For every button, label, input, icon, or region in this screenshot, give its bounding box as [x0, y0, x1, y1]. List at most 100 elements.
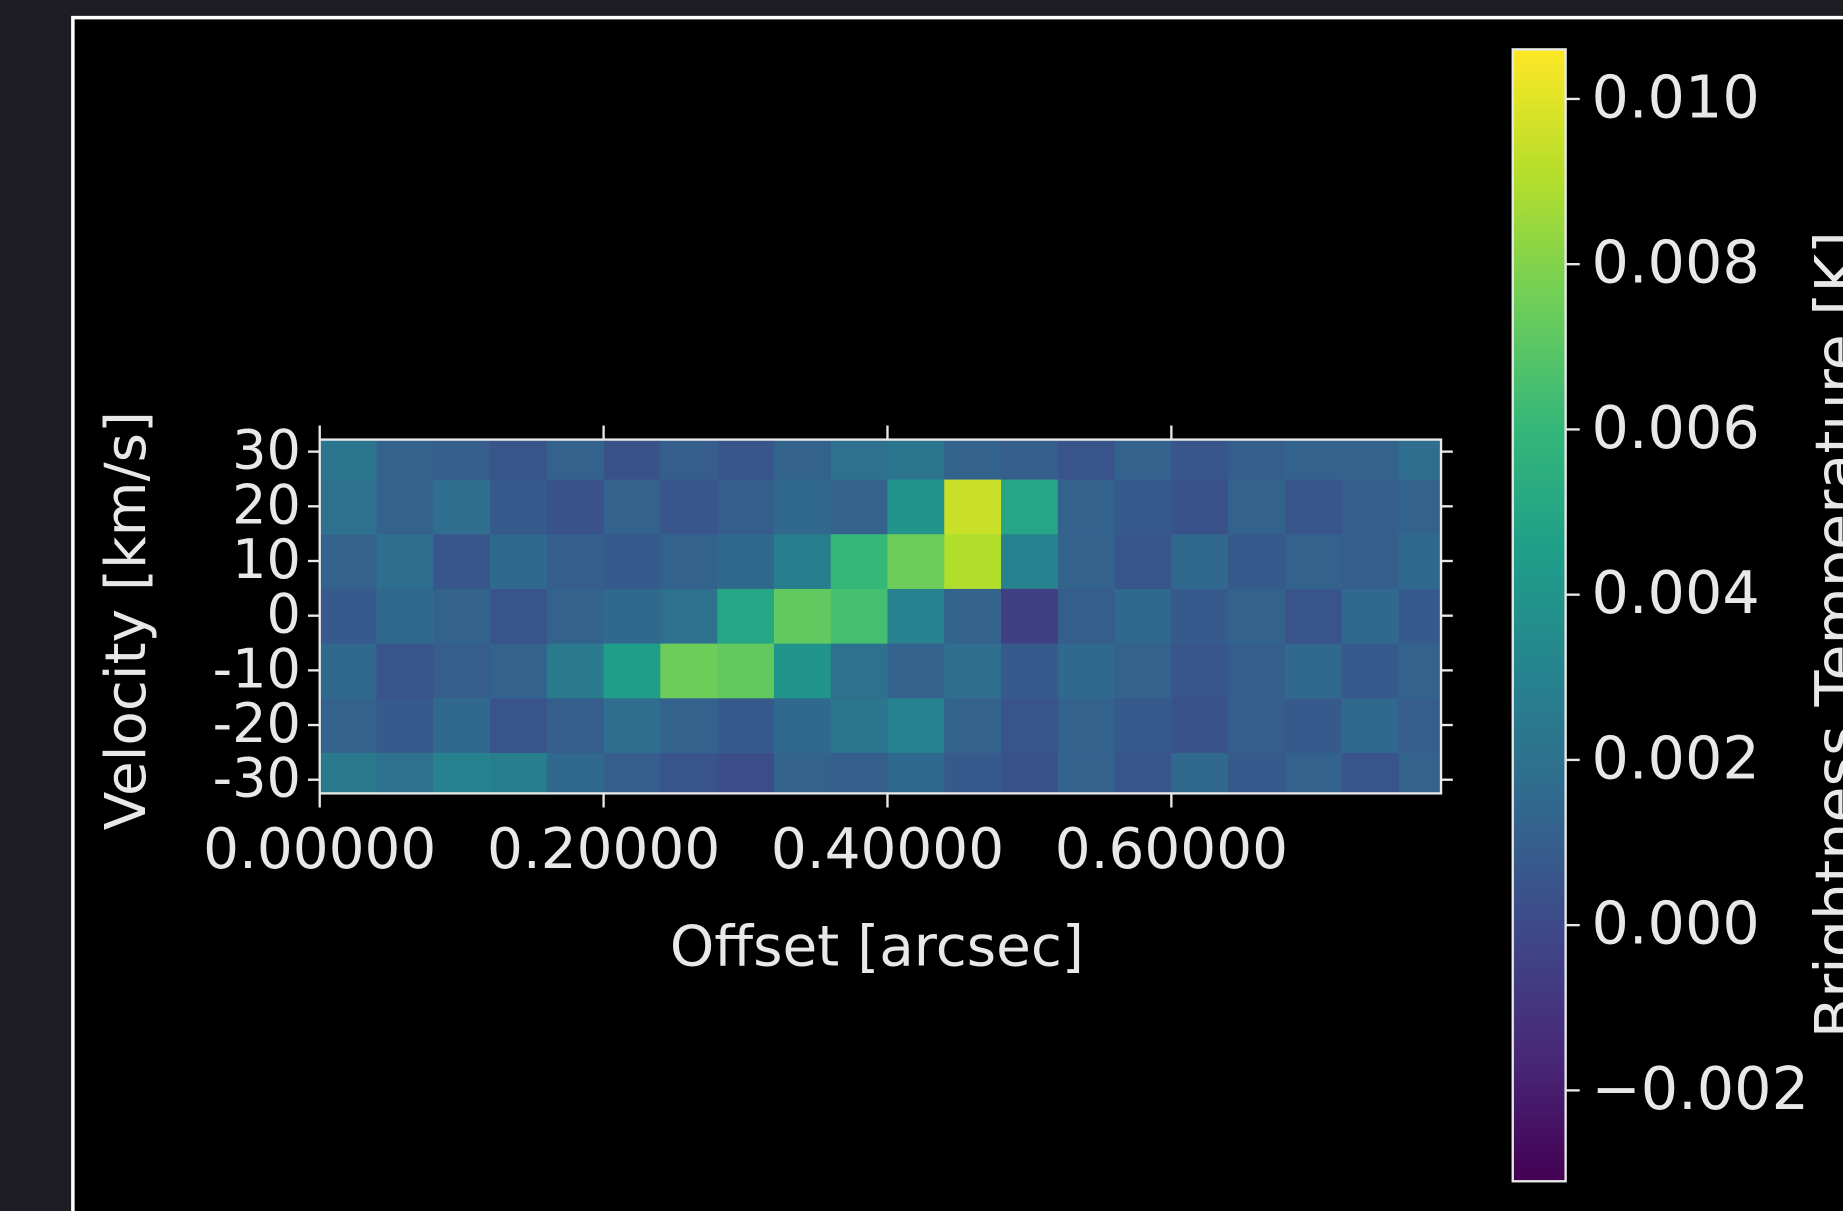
heatmap-cell: [433, 534, 490, 589]
heatmap-cell: [1115, 643, 1172, 698]
heatmap-cell: [1342, 698, 1399, 753]
heatmap-cell: [717, 588, 774, 643]
heatmap-cell: [1228, 479, 1285, 534]
x-tick-label: 0.20000: [487, 817, 720, 882]
heatmap-cell: [376, 479, 433, 534]
heatmap-cell: [547, 479, 604, 534]
heatmap-cell: [320, 698, 377, 753]
heatmap-cell: [1228, 588, 1285, 643]
heatmap-cell: [660, 479, 717, 534]
heatmap-cell: [1001, 588, 1058, 643]
heatmap-cell: [660, 534, 717, 589]
colorbar: [1513, 49, 1566, 1181]
y-tick-label: -20: [213, 692, 301, 755]
heatmap-cell: [1285, 479, 1342, 534]
heatmap-cell: [660, 643, 717, 698]
heatmap-cell: [604, 698, 661, 753]
x-tick-label: 0.60000: [1055, 817, 1288, 882]
heatmap-cell: [547, 698, 604, 753]
heatmap-cell: [1228, 643, 1285, 698]
colorbar-tick-label: 0.002: [1591, 723, 1759, 792]
heatmap-cell: [1171, 643, 1228, 698]
heatmap-cell: [376, 588, 433, 643]
y-tick-label: 10: [232, 528, 301, 591]
heatmap-cell: [944, 479, 1001, 534]
heatmap-cell: [1058, 643, 1115, 698]
heatmap-cell: [717, 698, 774, 753]
heatmap-cell: [831, 643, 888, 698]
heatmap-cell: [887, 643, 944, 698]
heatmap-cell: [1001, 534, 1058, 589]
colorbar-tick-label: 0.008: [1591, 228, 1759, 297]
heatmap-cell: [490, 588, 547, 643]
heatmap-cell: [1058, 698, 1115, 753]
screenshot: Offset [arcsec] Velocity [km/s] Brightne…: [0, 0, 1843, 1211]
heatmap-cell: [490, 479, 547, 534]
heatmap-cell: [1171, 479, 1228, 534]
heatmap-cell: [887, 479, 944, 534]
heatmap-cell: [1285, 643, 1342, 698]
heatmap-cell: [1342, 479, 1399, 534]
colorbar-tick-label: 0.010: [1591, 62, 1759, 131]
heatmap-cell: [944, 588, 1001, 643]
heatmap-cell: [774, 588, 831, 643]
heatmap-cell: [1058, 588, 1115, 643]
heatmap-cell: [547, 588, 604, 643]
y-tick-label: 0: [267, 583, 301, 646]
heatmap-cell: [320, 588, 377, 643]
heatmap-cell: [490, 643, 547, 698]
heatmap-cell: [1285, 588, 1342, 643]
colorbar-label: Brightness Temperature [K]: [1802, 231, 1843, 1038]
heatmap-cell: [831, 534, 888, 589]
heatmap-cell: [1115, 698, 1172, 753]
x-tick-label: 0.00000: [203, 817, 436, 882]
heatmap-cell: [604, 588, 661, 643]
heatmap-cell: [831, 588, 888, 643]
y-tick-label: 30: [232, 419, 301, 482]
heatmap-cell: [547, 643, 604, 698]
colorbar-tick-label: −0.002: [1591, 1054, 1808, 1123]
heatmap-cell: [1171, 534, 1228, 589]
heatmap-cell: [1115, 479, 1172, 534]
heatmap-cell: [433, 698, 490, 753]
heatmap-cell: [604, 643, 661, 698]
heatmap-cell: [831, 698, 888, 753]
heatmap-cell: [433, 588, 490, 643]
heatmap-cell: [774, 479, 831, 534]
heatmap-cell: [604, 534, 661, 589]
x-axis-label: Offset [arcsec]: [670, 914, 1084, 979]
colorbar-tick-label: 0.006: [1591, 393, 1759, 462]
heatmap-cell: [1058, 479, 1115, 534]
heatmap-cell: [433, 479, 490, 534]
heatmap-cell: [887, 698, 944, 753]
heatmap-cell: [1285, 698, 1342, 753]
heatmap-cell: [490, 698, 547, 753]
heatmap-cell: [944, 698, 1001, 753]
heatmap-cell: [1228, 534, 1285, 589]
heatmap-cell: [774, 643, 831, 698]
heatmap-cell: [887, 588, 944, 643]
colorbar-tick-label: 0.000: [1591, 889, 1759, 958]
heatmap-cell: [1342, 534, 1399, 589]
heatmap-cell: [1228, 698, 1285, 753]
heatmap-cell: [717, 643, 774, 698]
heatmap-cell: [717, 534, 774, 589]
heatmap-cell: [320, 534, 377, 589]
heatmap-cell: [320, 643, 377, 698]
heatmap-cell: [1001, 698, 1058, 753]
y-tick-label: -30: [213, 747, 301, 810]
y-tick-label: 20: [232, 473, 301, 536]
heatmap-cell: [1285, 534, 1342, 589]
heatmap-cell: [1171, 588, 1228, 643]
y-axis-label: Velocity [km/s]: [94, 411, 159, 830]
heatmap-cell: [433, 643, 490, 698]
y-tick-label: -10: [213, 637, 301, 700]
heatmap-cell: [547, 534, 604, 589]
heatmap-cell: [376, 643, 433, 698]
x-tick-label: 0.40000: [771, 817, 1004, 882]
heatmap-cell: [376, 698, 433, 753]
heatmap-cell: [944, 643, 1001, 698]
heatmap-cell: [774, 698, 831, 753]
heatmap-cell: [774, 534, 831, 589]
heatmap-cell: [887, 534, 944, 589]
